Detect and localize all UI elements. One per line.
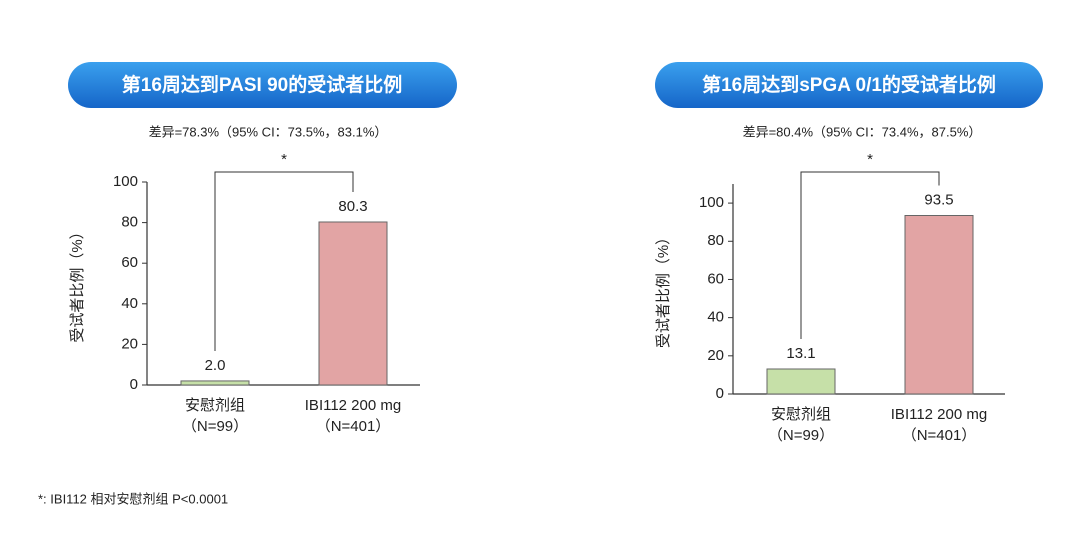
x-tick-label: IBI112 200 mg: [305, 397, 401, 414]
x-tick-sublabel: （N=401）: [902, 427, 977, 444]
value-label: 13.1: [786, 345, 815, 362]
y-tick-label: 80: [707, 232, 724, 249]
title-pill: [655, 62, 1043, 108]
y-tick-label: 80: [121, 214, 138, 231]
y-tick-label: 20: [707, 347, 724, 364]
bar: [180, 380, 250, 386]
significance-bracket: [800, 171, 940, 339]
y-tick-label: 0: [130, 376, 138, 393]
y-tick-label: 60: [707, 270, 724, 287]
y-tick-label: 40: [121, 295, 138, 312]
title-pill: [68, 62, 457, 108]
significance-star: *: [281, 151, 287, 168]
subtitle: 差异=78.3%（95% CI：73.5%，83.1%）: [149, 124, 388, 139]
y-tick-label: 100: [113, 173, 138, 190]
x-tick-sublabel: （N=99）: [182, 418, 248, 435]
bar: [766, 368, 836, 395]
y-tick-label: 100: [699, 194, 724, 211]
y-axis-label: 受试者比例（%）: [655, 230, 672, 348]
bar: [904, 215, 974, 395]
x-tick-label: 安慰剂组: [185, 396, 245, 414]
x-tick-sublabel: （N=99）: [768, 427, 834, 444]
y-tick-label: 20: [121, 335, 138, 352]
chart-title: 第16周达到sPGA 0/1的受试者比例: [702, 73, 996, 96]
bar: [318, 221, 388, 386]
value-label: 80.3: [338, 198, 367, 215]
y-tick-label: 40: [707, 309, 724, 326]
value-label: 2.0: [205, 357, 226, 374]
x-tick-sublabel: （N=401）: [316, 418, 391, 435]
value-label: 93.5: [924, 191, 953, 208]
significance-bracket: [214, 171, 354, 351]
chart-title: 第16周达到PASI 90的受试者比例: [122, 73, 402, 96]
y-tick-label: 0: [716, 385, 724, 402]
footnote: *: IBI112 相对安慰剂组 P<0.0001: [38, 491, 228, 506]
y-tick-label: 60: [121, 254, 138, 271]
x-tick-label: IBI112 200 mg: [891, 406, 987, 423]
significance-star: *: [867, 151, 873, 168]
y-axis-label: 受试者比例（%）: [69, 224, 86, 342]
subtitle: 差异=80.4%（95% CI：73.4%，87.5%）: [743, 124, 982, 139]
x-tick-label: 安慰剂组: [771, 405, 831, 423]
